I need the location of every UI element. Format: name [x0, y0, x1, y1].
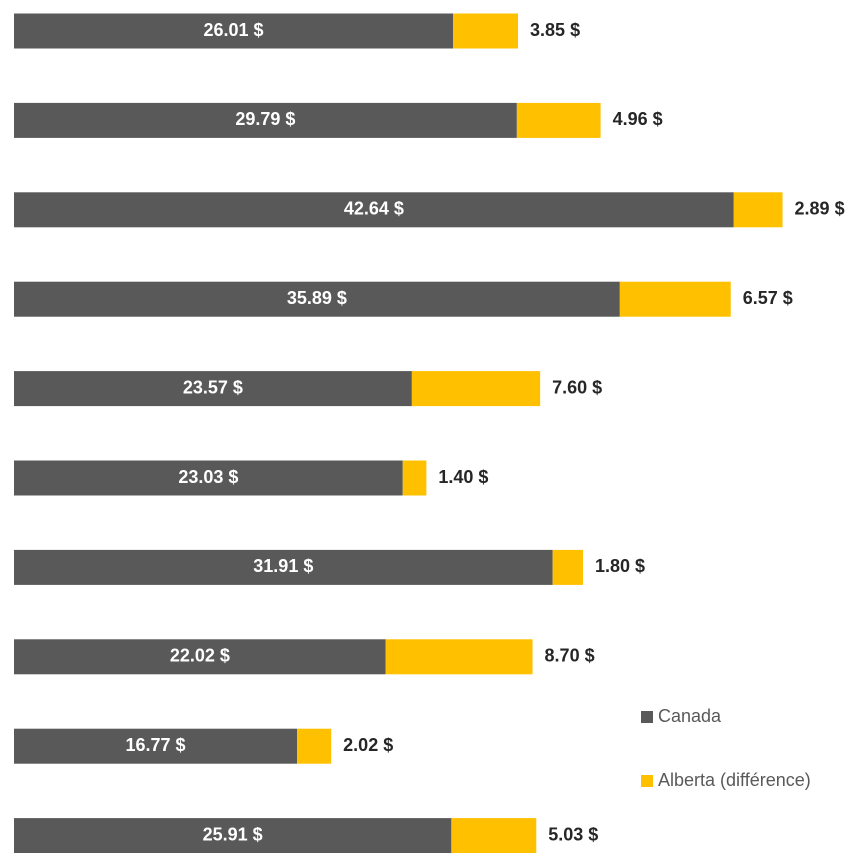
bar	[733, 192, 783, 228]
data-label: 22.02 $	[170, 646, 230, 666]
bar	[411, 371, 541, 407]
bar	[619, 281, 731, 317]
bar	[14, 549, 553, 585]
bar	[453, 13, 519, 49]
bar	[451, 818, 537, 854]
data-label: 29.79 $	[235, 109, 295, 129]
data-label: 1.40 $	[438, 467, 488, 487]
bar	[297, 728, 332, 764]
data-label: 16.77 $	[126, 735, 186, 755]
data-label: 8.70 $	[545, 646, 595, 666]
data-label: 7.60 $	[552, 377, 602, 397]
data-label: 3.85 $	[530, 20, 580, 40]
bar	[14, 639, 386, 675]
legend-swatch	[641, 775, 653, 787]
data-label: 23.57 $	[183, 377, 243, 397]
bar	[14, 281, 620, 317]
data-label: 2.02 $	[343, 735, 393, 755]
legend-label: Alberta (différence)	[658, 770, 811, 790]
data-label: 26.01 $	[203, 20, 263, 40]
data-label: 42.64 $	[344, 199, 404, 219]
data-label: 31.91 $	[253, 556, 313, 576]
bar	[14, 13, 454, 49]
data-label: 35.89 $	[287, 288, 347, 308]
bar	[14, 192, 734, 228]
bar	[385, 639, 533, 675]
bar	[14, 460, 403, 496]
bar	[402, 460, 427, 496]
data-label: 4.96 $	[613, 109, 663, 129]
bar	[516, 102, 601, 138]
data-label: 6.57 $	[743, 288, 793, 308]
data-label: 1.80 $	[595, 556, 645, 576]
data-label: 5.03 $	[548, 824, 598, 844]
legend-swatch	[641, 711, 653, 723]
bar	[14, 102, 517, 138]
bar	[14, 728, 298, 764]
data-label: 2.89 $	[795, 199, 845, 219]
bar	[14, 371, 412, 407]
bar	[14, 818, 452, 854]
data-label: 23.03 $	[178, 467, 238, 487]
data-label: 25.91 $	[203, 824, 263, 844]
legend-label: Canada	[658, 706, 722, 726]
bar	[552, 549, 584, 585]
